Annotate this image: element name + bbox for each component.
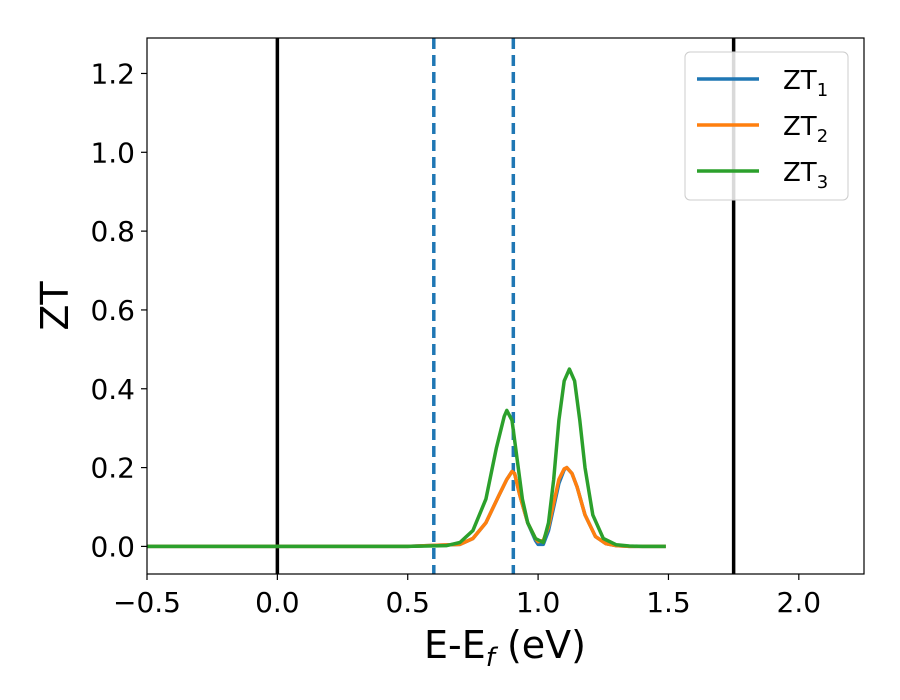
legend-label-1: ZT1	[783, 66, 828, 101]
x-axis-label: E-Ef (eV)	[424, 623, 586, 673]
x-tick-label: 0.0	[255, 586, 300, 619]
x-tick-label: −0.5	[113, 586, 181, 619]
legend: ZT1 ZT2 ZT3	[684, 51, 849, 201]
x-tick-label: 1.5	[646, 586, 691, 619]
y-axis-label: ZT	[33, 281, 77, 331]
x-axis: −0.5 0.0 0.5 1.0 1.5 2.0	[113, 574, 821, 619]
y-tick-label: 1.0	[90, 136, 135, 169]
x-tick-label: 1.0	[516, 586, 561, 619]
legend-box	[684, 51, 849, 201]
y-axis: 0.0 0.2 0.4 0.6 0.8 1.0 1.2	[90, 57, 147, 563]
y-tick-label: 0.8	[90, 215, 135, 248]
x-tick-label: 0.5	[385, 586, 430, 619]
series-line-3	[147, 367, 666, 549]
y-tick-label: 0.6	[90, 294, 135, 327]
legend-label-2: ZT2	[783, 112, 828, 147]
x-tick-label: 2.0	[777, 586, 822, 619]
reference-lines	[275, 38, 736, 574]
y-tick-label: 0.0	[90, 530, 135, 563]
y-tick-label: 1.2	[90, 57, 135, 90]
series-lines	[147, 367, 666, 549]
plot-frame	[146, 37, 865, 575]
y-tick-label: 0.4	[90, 373, 135, 406]
y-tick-label: 0.2	[90, 452, 135, 485]
legend-label-3: ZT3	[783, 158, 828, 193]
